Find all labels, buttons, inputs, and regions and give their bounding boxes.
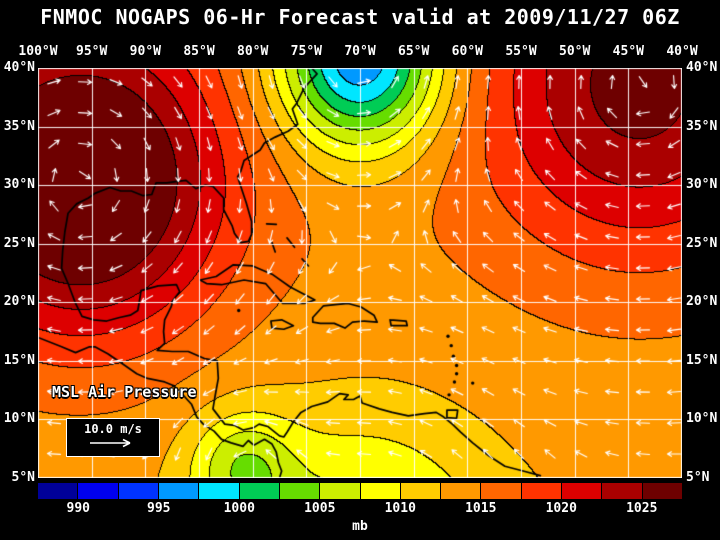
lat-tick-label: 20°N [686, 294, 718, 310]
lon-tick-label: 80°W [237, 44, 269, 59]
colorbar-unit-label: mb [352, 519, 368, 534]
colorbar-segment [38, 483, 79, 499]
wind-scale-legend: 10.0 m/s [66, 418, 160, 457]
lon-tick-label: 100°W [18, 44, 58, 59]
colorbar-segment [642, 483, 682, 499]
colorbar-segment [320, 483, 361, 499]
lat-tick-label: 10°N [3, 411, 35, 427]
field-label: MSL Air Pressure [52, 383, 197, 401]
colorbar-segment [239, 483, 280, 499]
page-title: FNMOC NOGAPS 06-Hr Forecast valid at 200… [40, 5, 680, 29]
lon-tick-label: 65°W [398, 44, 430, 59]
colorbar-segment [562, 483, 603, 499]
colorbar-tick-value: 1010 [384, 501, 416, 516]
pressure-map-canvas [38, 68, 682, 478]
colorbar-tick-value: 1020 [545, 501, 577, 516]
lat-tick-label: 5°N [11, 470, 35, 485]
colorbar-segment [118, 483, 159, 499]
lat-tick-label: 25°N [686, 235, 718, 251]
lat-tick-label: 35°N [3, 118, 35, 134]
lon-tick-label: 45°W [612, 44, 644, 59]
lat-tick-label: 40°N [686, 60, 718, 75]
lon-tick-label: 75°W [290, 44, 322, 59]
colorbar-tick-value: 1000 [223, 501, 255, 516]
lon-tick-label: 85°W [183, 44, 215, 59]
colorbar-segment [400, 483, 442, 499]
lat-tick-label: 35°N [686, 118, 718, 134]
lon-tick-label: 90°W [129, 44, 161, 59]
colorbar-segment [78, 483, 119, 499]
wind-scale-label: 10.0 m/s [84, 422, 142, 436]
colorbar [38, 483, 682, 499]
lat-tick-label: 15°N [686, 352, 718, 368]
lon-tick-label: 50°W [559, 44, 591, 59]
lat-tick-label: 30°N [686, 177, 718, 193]
lon-tick-label: 60°W [451, 44, 483, 59]
lat-tick-label: 5°N [686, 470, 710, 485]
colorbar-segment [279, 483, 321, 499]
lat-tick-label: 20°N [3, 294, 35, 310]
colorbar-segment [360, 483, 401, 499]
lat-tick-label: 25°N [3, 235, 35, 251]
lon-tick-label: 40°W [666, 44, 698, 59]
colorbar-segment [602, 483, 643, 499]
colorbar-tick-value: 990 [66, 501, 90, 516]
colorbar-tick-value: 1015 [465, 501, 497, 516]
colorbar-segment [158, 483, 200, 499]
colorbar-segment [521, 483, 563, 499]
colorbar-tick-value: 1025 [626, 501, 658, 516]
lat-tick-label: 15°N [3, 352, 35, 368]
colorbar-segment [441, 483, 482, 499]
lat-tick-label: 10°N [686, 411, 718, 427]
lon-tick-label: 55°W [505, 44, 537, 59]
colorbar-segment [199, 483, 240, 499]
colorbar-segment [481, 483, 522, 499]
lon-tick-label: 95°W [76, 44, 108, 59]
colorbar-tick-value: 995 [147, 501, 171, 516]
colorbar-tick-value: 1005 [304, 501, 336, 516]
lat-tick-label: 30°N [3, 177, 35, 193]
lon-tick-label: 70°W [344, 44, 376, 59]
lat-tick-label: 40°N [3, 60, 35, 75]
wind-scale-arrow-icon [90, 438, 131, 448]
